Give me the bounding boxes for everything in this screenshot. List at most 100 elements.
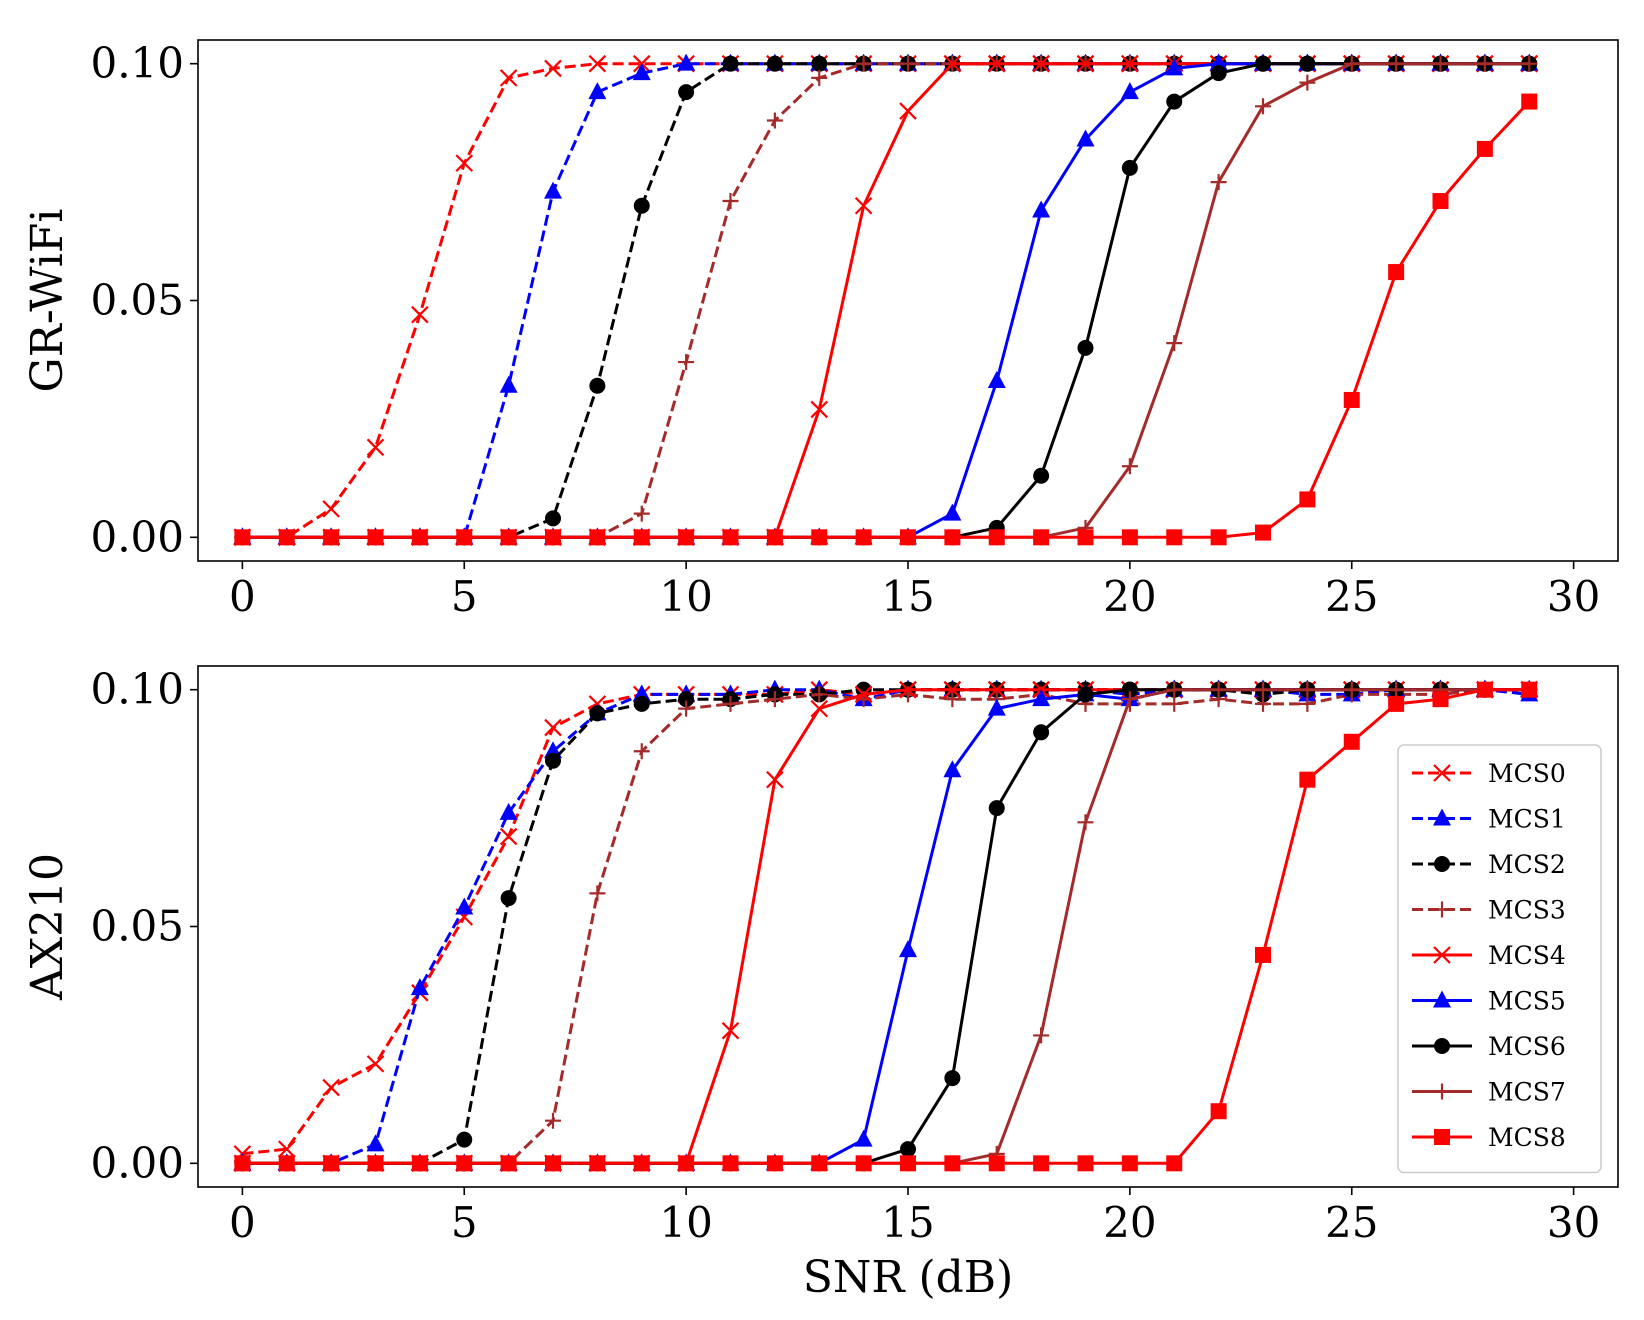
legend-entry-mcs7: MCS7 (1412, 1078, 1566, 1107)
legend-label: MCS6 (1488, 1032, 1566, 1061)
y-axis-label: GR-WiFi (22, 209, 73, 393)
data-point (1166, 335, 1183, 352)
x-axis-label: SNR (dB) (803, 1252, 1014, 1303)
series-line-mcs2 (242, 688, 1530, 1165)
data-point (1388, 55, 1405, 72)
data-point (943, 680, 962, 699)
x-tick-label: 0 (229, 572, 256, 621)
series-line-mcs6 (242, 688, 1530, 1165)
data-point (1166, 93, 1183, 110)
legend-label: MCS3 (1488, 896, 1566, 925)
data-point (1210, 65, 1227, 82)
data-point (366, 1055, 385, 1073)
data-point (1521, 93, 1538, 110)
data-point (854, 685, 873, 704)
legend-marker (1434, 1129, 1450, 1145)
data-point (277, 1140, 296, 1158)
data-point (987, 54, 1006, 73)
data-point (1476, 55, 1493, 72)
legend-marker (1434, 856, 1450, 872)
series-group (233, 53, 1539, 547)
data-point (1476, 681, 1493, 698)
data-point (944, 529, 961, 546)
data-point (323, 1155, 340, 1172)
y-tick-label: 0.00 (90, 1138, 184, 1187)
data-point (455, 154, 474, 172)
data-point (1120, 82, 1139, 100)
data-point (1121, 1155, 1138, 1172)
data-point (278, 529, 295, 546)
legend-label: MCS2 (1488, 850, 1566, 879)
x-tick-label: 10 (659, 572, 712, 621)
y-tick-label: 0.10 (90, 665, 184, 714)
data-point (678, 84, 695, 101)
data-point (943, 503, 962, 521)
legend-label: MCS4 (1488, 941, 1566, 970)
series-group (233, 679, 1539, 1173)
series-mcs7 (234, 681, 1538, 1172)
data-point (544, 59, 562, 78)
data-point (1166, 695, 1183, 712)
data-point (455, 897, 474, 915)
series-line-mcs7 (242, 688, 1530, 1165)
data-point (632, 63, 651, 81)
data-point (1255, 524, 1271, 541)
data-point (811, 1155, 828, 1172)
data-point (1343, 681, 1360, 698)
data-point (678, 354, 695, 371)
data-point (500, 890, 517, 907)
data-point (1121, 691, 1138, 708)
data-point (766, 529, 783, 546)
data-point (722, 55, 739, 72)
data-point (500, 529, 517, 546)
data-point (456, 1131, 473, 1148)
series-mcs0 (233, 54, 1539, 547)
data-point (410, 978, 429, 996)
series-mcs0 (233, 680, 1539, 1163)
data-point (1476, 140, 1493, 157)
data-point (722, 529, 739, 546)
series-mcs5 (233, 679, 1539, 1171)
data-point (900, 1141, 916, 1158)
data-point (678, 700, 695, 717)
data-point (544, 181, 562, 199)
series-line-mcs8 (242, 100, 1531, 539)
legend-marker (1433, 990, 1451, 1008)
data-point (633, 1155, 650, 1172)
series-mcs5 (233, 53, 1539, 545)
series-line-mcs0 (242, 688, 1530, 1156)
data-point (811, 686, 828, 703)
data-point (633, 743, 650, 760)
data-point (588, 54, 607, 73)
data-point (1121, 54, 1139, 73)
data-point (855, 529, 872, 546)
data-point (900, 529, 916, 546)
data-point (633, 505, 650, 522)
data-point (900, 1155, 916, 1172)
data-point (899, 102, 917, 120)
data-point (1299, 74, 1316, 91)
legend-marker (1434, 1083, 1450, 1100)
data-point (544, 718, 562, 737)
series-line-mcs1 (242, 62, 1530, 539)
series-line-mcs4 (242, 62, 1530, 539)
data-point (367, 1155, 384, 1172)
legend-entry-mcs4: MCS4 (1412, 941, 1566, 970)
data-point (1121, 681, 1138, 698)
data-point (987, 680, 1006, 699)
legend-entry-mcs2: MCS2 (1412, 850, 1566, 879)
series-line-mcs3 (242, 62, 1530, 539)
data-point (367, 529, 384, 546)
data-point (899, 680, 917, 699)
data-point (677, 53, 696, 71)
data-point (1077, 1155, 1094, 1172)
legend-marker (1433, 808, 1451, 826)
legend-label: MCS5 (1488, 987, 1566, 1016)
series-line-mcs8 (242, 688, 1530, 1165)
series-mcs2 (234, 681, 1538, 1172)
series-mcs6 (234, 681, 1538, 1172)
series-mcs2 (234, 55, 1538, 546)
data-point (987, 371, 1006, 389)
series-mcs8 (234, 681, 1538, 1172)
data-point (411, 529, 428, 546)
